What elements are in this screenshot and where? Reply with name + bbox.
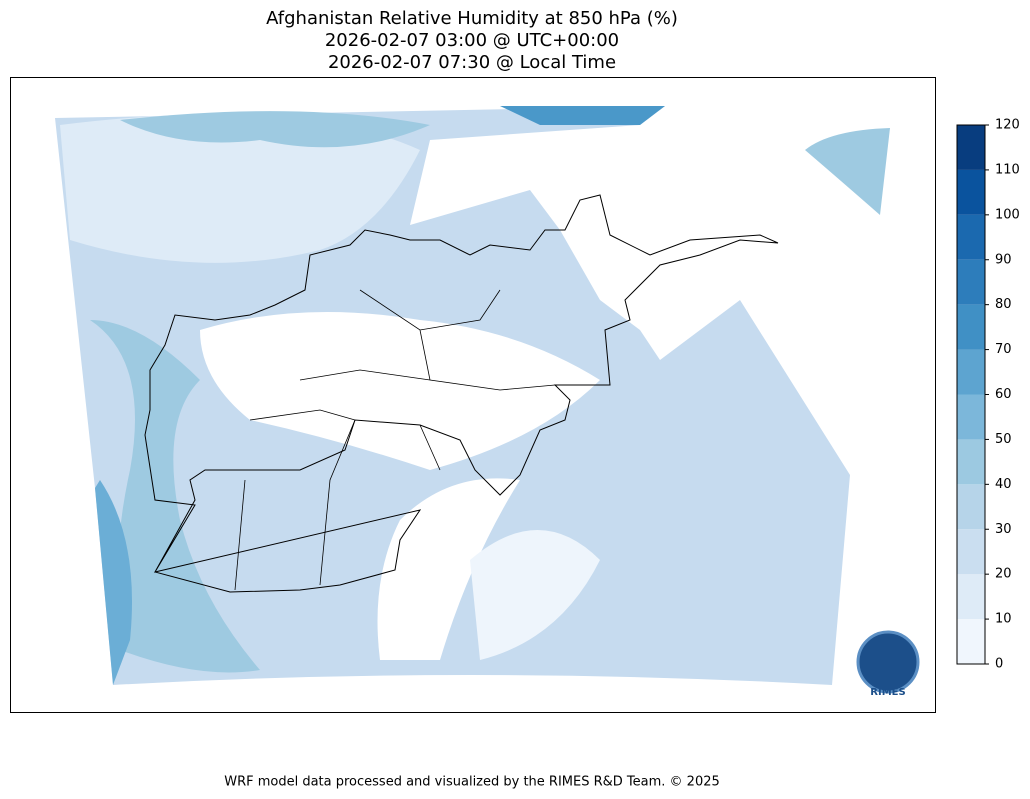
humidity-field — [60, 114, 420, 263]
logo-emblem — [856, 630, 920, 694]
province-border — [234, 289, 556, 591]
colorbar: 0 10 20 30 40 50 60 70 80 90 100 110 120 — [956, 118, 1020, 672]
colorbar-bin — [957, 214, 985, 260]
colorbar-tick-label: 80 — [995, 297, 1012, 312]
logo: RIMES — [856, 630, 920, 698]
colorbar-tick-label: 90 — [995, 252, 1012, 267]
colorbar-bin — [957, 484, 985, 530]
colorbar-bin — [957, 169, 985, 215]
colorbar-tick-label: 0 — [995, 657, 1003, 672]
map: RIMES — [10, 77, 936, 713]
colorbar-tick-label: 10 — [995, 612, 1012, 627]
footer: WRF model data processed and visualized … — [224, 775, 720, 790]
humidity-field — [200, 312, 600, 470]
humidity-field — [90, 320, 260, 673]
colorbar-bin — [957, 349, 985, 395]
colorbar-bin — [957, 619, 985, 664]
humidity-field — [470, 530, 600, 660]
title-line: Afghanistan Relative Humidity at 850 hPa… — [266, 8, 678, 29]
humidity-field — [95, 480, 132, 685]
logo-text: RIMES — [870, 687, 905, 698]
humidity-field — [120, 111, 430, 148]
colorbar-bin — [957, 574, 985, 620]
title-line: 2026-02-07 07:30 @ Local Time — [328, 52, 616, 73]
colorbar-bin — [957, 529, 985, 575]
colorbar-bin — [957, 259, 985, 305]
humidity-field — [500, 106, 665, 125]
colorbar-tick-label: 50 — [995, 432, 1012, 447]
colorbar-tick-label: 120 — [995, 118, 1020, 133]
country-border — [144, 194, 779, 593]
colorbar-bin — [957, 125, 985, 170]
colorbar-bin — [957, 439, 985, 485]
colorbar-tick-label: 30 — [995, 522, 1012, 537]
humidity-field — [377, 478, 520, 660]
humidity-field — [805, 128, 890, 215]
colorbar-tick-label: 40 — [995, 477, 1012, 492]
colorbar-bin — [957, 304, 985, 350]
colorbar-tick-label: 110 — [995, 162, 1020, 177]
colorbar-tick-label: 20 — [995, 567, 1012, 582]
colorbar-bin — [957, 394, 985, 440]
title-line: 2026-02-07 03:00 @ UTC+00:00 — [325, 30, 619, 51]
colorbar-tick-label: 60 — [995, 387, 1012, 402]
colorbar-tick-label: 100 — [995, 207, 1020, 222]
colorbar-tick-label: 70 — [995, 342, 1012, 357]
